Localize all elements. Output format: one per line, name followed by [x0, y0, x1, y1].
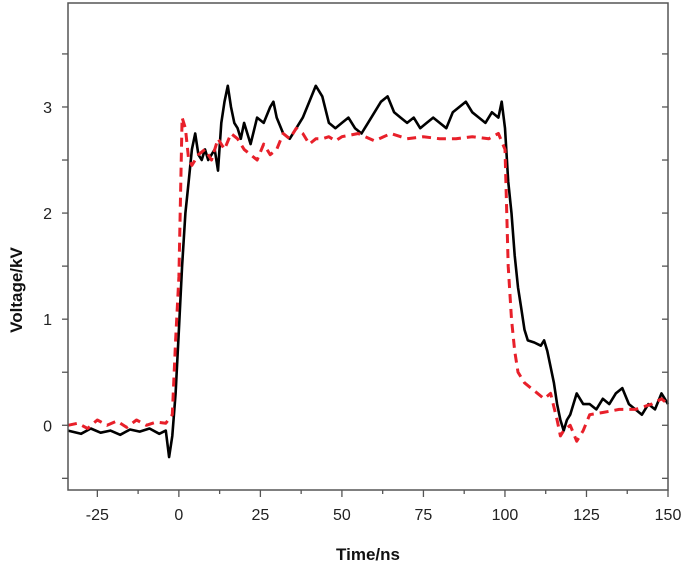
series-black-solid-line: [67, 84, 670, 459]
y-axis-title: Voltage/kV: [7, 247, 26, 333]
x-tick-label: 0: [174, 507, 183, 524]
y-tick-label: 1: [43, 312, 52, 329]
series-layer: [67, 84, 670, 459]
x-axis-title: Time/ns: [336, 545, 400, 564]
y-tick-label: 0: [43, 418, 52, 435]
plot-frame: [67, 2, 669, 491]
x-tick-label: 100: [492, 507, 519, 524]
x-tick-label: 125: [573, 507, 600, 524]
series-red-dashed-line: [67, 116, 669, 443]
x-tick-label: 150: [655, 507, 682, 524]
x-tick-label: 50: [333, 507, 351, 524]
y-tick-label: 3: [43, 100, 52, 117]
x-tick-label: 75: [415, 507, 433, 524]
x-tick-label: -25: [86, 507, 109, 524]
tick-labels: -25 0 25 50 75 100 125 150 0 1 2 3: [43, 100, 681, 524]
y-tick-label: 2: [43, 206, 52, 223]
x-tick-label: 25: [251, 507, 269, 524]
